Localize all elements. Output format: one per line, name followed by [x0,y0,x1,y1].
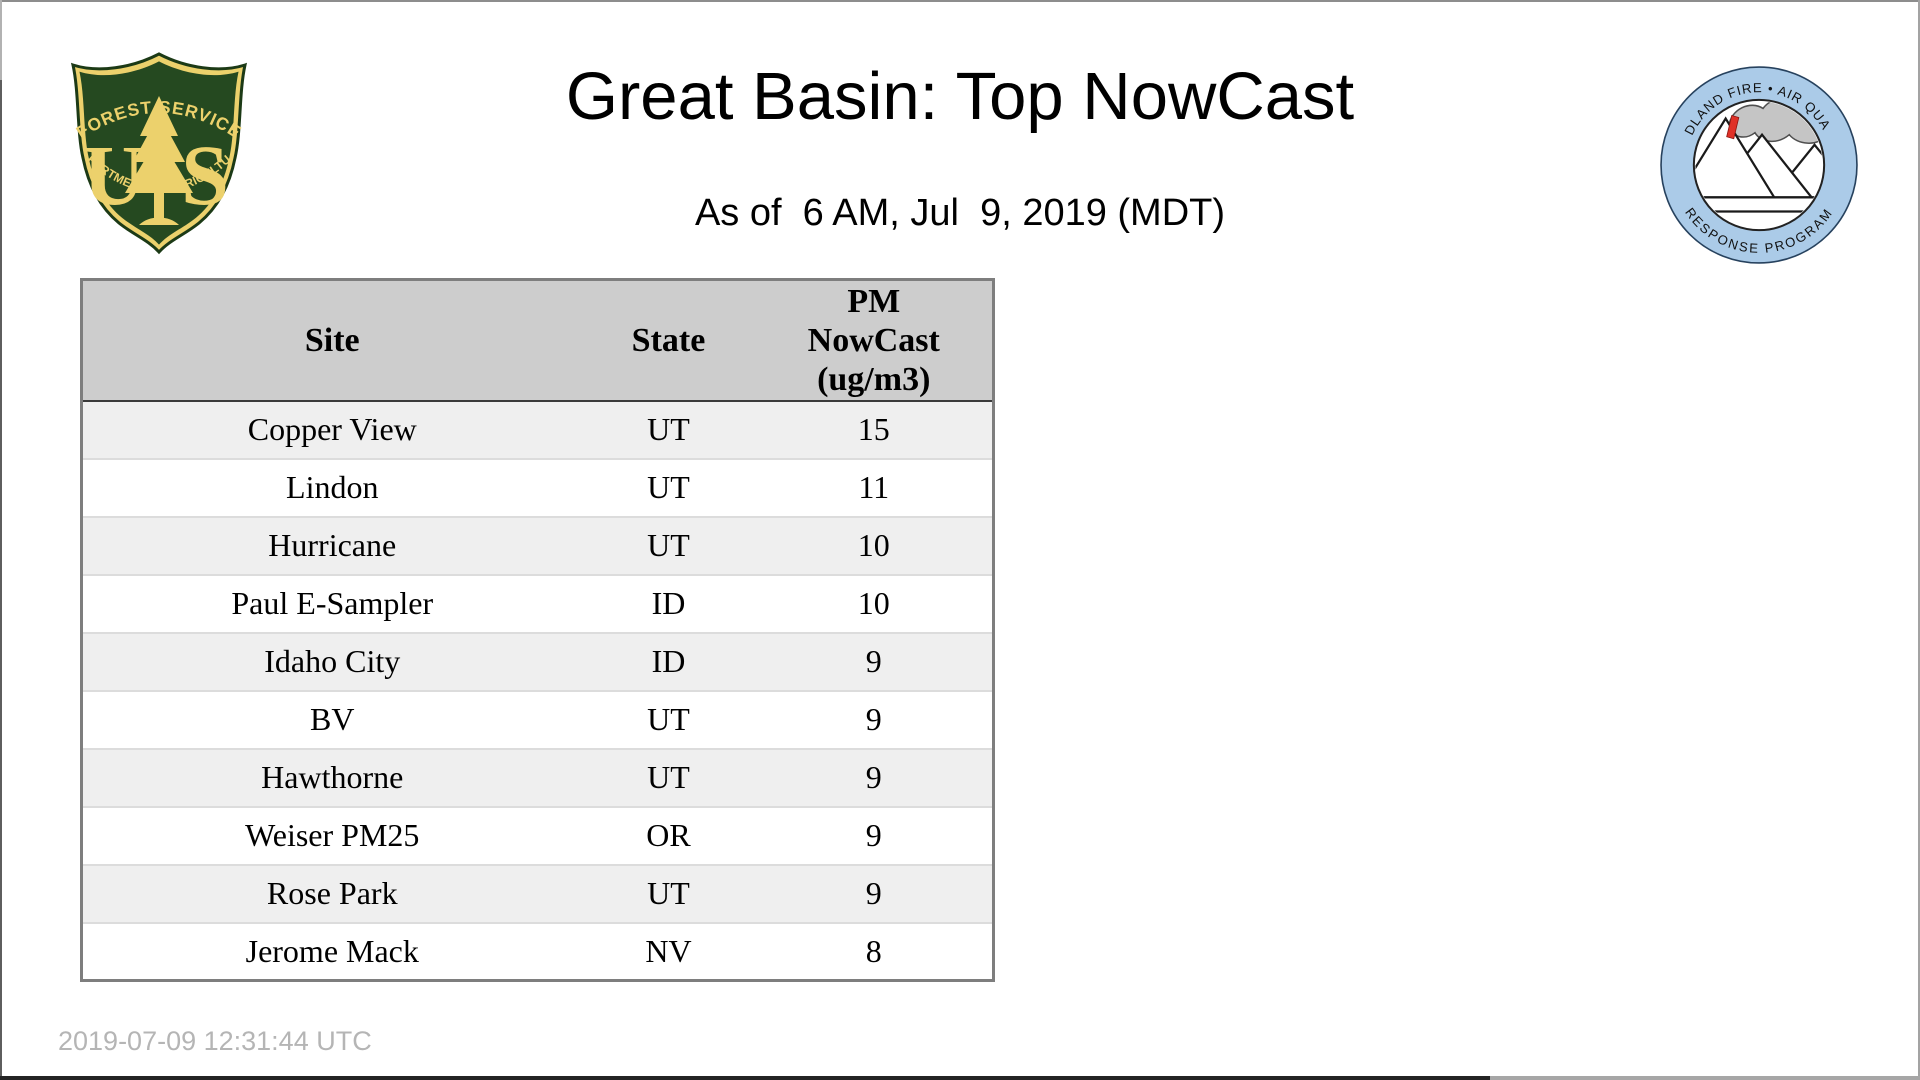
table-header-row: Site State PM NowCast (ug/m3) [81,279,994,402]
value-cell: 9 [755,689,994,749]
site-cell: BV [81,689,582,749]
wfaqrp-badge-icon: WILDLAND FIRE • AIR QUALITY RESPONSE PRO… [1658,64,1858,264]
table-row: Paul E-Sampler ID 10 [81,573,994,633]
table-row: Jerome Mack NV 8 [81,921,994,981]
left-edge-line-top [0,0,2,80]
table-row: Hurricane UT 10 [81,515,994,575]
site-cell: Copper View [81,400,582,459]
state-cell: UT [581,457,756,517]
column-header-state: State [581,279,756,402]
value-cell: 11 [755,457,994,517]
bottom-edge-line-dark [0,1076,1490,1080]
right-edge-line [1918,0,1920,1080]
state-cell: ID [581,631,756,691]
table-row: Copper View UT 15 [81,400,994,459]
page-subtitle: As of 6 AM, Jul 9, 2019 (MDT) [694,192,1226,234]
state-cell: UT [581,400,756,459]
table-row: Lindon UT 11 [81,457,994,517]
site-cell: Idaho City [81,631,582,691]
table-row: BV UT 9 [81,689,994,749]
table-row: Hawthorne UT 9 [81,747,994,807]
usfs-monogram-s: S [181,127,229,223]
nowcast-table: Site State PM NowCast (ug/m3) Copper Vie… [80,278,995,982]
value-cell: 9 [755,863,994,923]
state-cell: UT [581,515,756,575]
site-cell: Weiser PM25 [81,805,582,865]
state-cell: UT [581,863,756,923]
site-cell: Hurricane [81,515,582,575]
usfs-logo: FOREST SERVICE U S DEPARTMENT OF AGRICUL… [64,46,254,258]
column-header-pm-nowcast: PM NowCast (ug/m3) [755,279,994,402]
table-row: Idaho City ID 9 [81,631,994,691]
site-cell: Lindon [81,457,582,517]
wfaqrp-logo: WILDLAND FIRE • AIR QUALITY RESPONSE PRO… [1658,64,1860,266]
left-edge-line-bottom [0,80,2,1080]
value-cell: 15 [755,400,994,459]
site-cell: Rose Park [81,863,582,923]
value-cell: 10 [755,515,994,575]
state-cell: UT [581,689,756,749]
value-cell: 10 [755,573,994,633]
table-row: Weiser PM25 OR 9 [81,805,994,865]
state-cell: UT [581,747,756,807]
pine-tree-icon [125,96,193,225]
site-cell: Paul E-Sampler [81,573,582,633]
footer-timestamp: 2019-07-09 12:31:44 UTC [58,1026,372,1056]
value-cell: 9 [755,805,994,865]
page-title: Great Basin: Top NowCast [565,59,1355,134]
site-cell: Hawthorne [81,747,582,807]
state-cell: NV [581,921,756,981]
state-cell: OR [581,805,756,865]
value-cell: 9 [755,747,994,807]
top-edge-line [0,0,1920,2]
usfs-monogram-u: U [83,127,145,223]
table-row: Rose Park UT 9 [81,863,994,923]
bottom-edge-line-light [1490,1076,1920,1080]
flame-marker-icon [1726,115,1740,140]
state-cell: ID [581,573,756,633]
column-header-site: Site [81,279,582,402]
value-cell: 9 [755,631,994,691]
value-cell: 8 [755,921,994,981]
site-cell: Jerome Mack [81,921,582,981]
usfs-shield-icon: FOREST SERVICE U S DEPARTMENT OF AGRICUL… [64,46,248,255]
